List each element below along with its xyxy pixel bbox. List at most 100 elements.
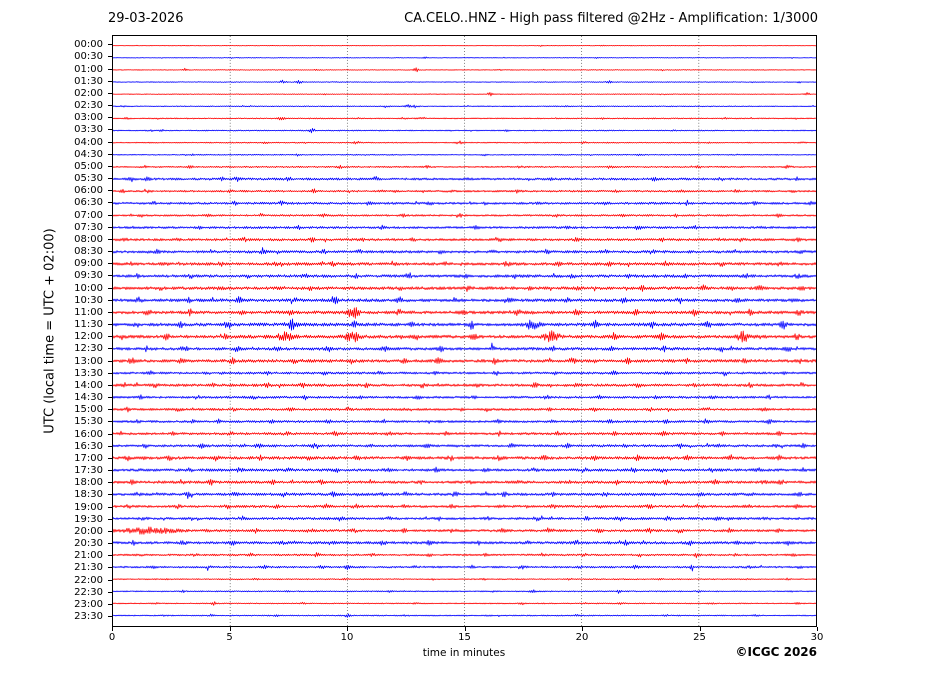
y-tick-mark <box>108 129 112 131</box>
y-tick-mark <box>108 287 112 289</box>
seismogram-plot-area <box>112 35 817 627</box>
trace-1700-red <box>113 454 816 462</box>
y-tick-mark <box>108 251 112 252</box>
trace-0700-red <box>113 212 816 218</box>
y-tick-mark <box>108 44 112 46</box>
trace-0500-red <box>113 164 816 169</box>
y-tick-mark <box>108 360 112 362</box>
y-tick-mark <box>108 141 112 143</box>
y-tick-mark <box>108 80 112 82</box>
trace-1030-blue <box>113 296 816 305</box>
trace-1930-blue <box>113 515 816 522</box>
trace-1230-blue <box>113 342 816 353</box>
x-tick-mark <box>817 627 818 631</box>
trace-1830-blue <box>113 491 816 499</box>
x-tick-mark <box>700 627 701 631</box>
trace-0830-blue <box>113 247 816 255</box>
y-tick-mark <box>108 543 112 544</box>
trace-2330-blue <box>113 613 816 618</box>
x-tick-label-30: 30 <box>810 632 824 643</box>
trace-0000-red <box>113 44 816 47</box>
y-tick-mark <box>108 457 112 459</box>
y-tick-label-0300: 03:00 <box>74 112 103 124</box>
trace-2100-red <box>113 552 816 559</box>
y-tick-label-0130: 01:30 <box>74 75 103 87</box>
trace-0100-red <box>113 67 816 73</box>
y-tick-mark <box>108 518 112 520</box>
y-tick-label-0730: 07:30 <box>74 221 103 233</box>
trace-1130-blue <box>113 318 816 331</box>
trace-1630-blue <box>113 442 816 450</box>
trace-1100-red <box>113 307 816 319</box>
y-tick-label-2000: 20:00 <box>74 525 103 537</box>
y-tick-label-1330: 13:30 <box>74 367 103 379</box>
seismogram-traces <box>113 36 816 626</box>
y-tick-label-1830: 18:30 <box>74 489 103 501</box>
trace-0600-red <box>113 188 816 194</box>
trace-2000-red <box>113 526 816 535</box>
y-tick-label-1430: 14:30 <box>74 392 103 403</box>
x-tick-mark <box>230 627 231 631</box>
trace-1330-blue <box>113 370 816 377</box>
date-label: 29-03-2026 <box>108 11 184 26</box>
trace-1800-red <box>113 478 816 486</box>
x-tick-mark <box>582 627 583 631</box>
y-tick-label-0700: 07:00 <box>74 209 103 221</box>
x-tick-label-15: 15 <box>458 632 471 643</box>
y-tick-mark <box>108 299 112 301</box>
y-tick-mark <box>108 190 112 192</box>
y-tick-label-0930: 09:30 <box>74 270 103 282</box>
y-tick-label-0000: 00:00 <box>74 39 103 51</box>
y-tick-label-1600: 16:00 <box>74 428 103 440</box>
y-tick-label-2130: 21:30 <box>74 562 103 574</box>
y-tick-label-1800: 18:00 <box>74 477 103 489</box>
y-tick-mark <box>108 178 112 179</box>
y-tick-mark <box>108 214 112 216</box>
y-tick-mark <box>108 591 112 593</box>
x-tick-label-20: 20 <box>575 632 589 643</box>
y-tick-mark <box>108 555 112 557</box>
y-tick-mark <box>108 324 112 325</box>
y-tick-label-0430: 04:30 <box>74 148 103 160</box>
y-tick-mark <box>108 506 112 508</box>
trace-2130-blue <box>113 564 816 572</box>
y-tick-label-1030: 10:30 <box>74 294 103 306</box>
trace-1000-red <box>113 284 816 292</box>
y-tick-label-1400: 14:00 <box>74 379 103 391</box>
y-tick-mark <box>108 421 112 423</box>
trace-0200-red <box>113 92 816 97</box>
trace-1530-blue <box>113 418 816 425</box>
y-tick-label-0600: 06:00 <box>74 185 103 197</box>
y-tick-mark <box>108 56 112 58</box>
y-tick-mark <box>108 384 112 386</box>
y-tick-label-1130: 11:30 <box>74 319 103 330</box>
trace-0900-red <box>113 260 816 268</box>
y-tick-label-2230: 22:30 <box>74 586 103 598</box>
trace-0030-blue <box>113 56 816 59</box>
y-tick-label-2330: 23:30 <box>74 611 103 622</box>
y-tick-label-1200: 12:00 <box>74 331 103 343</box>
trace-1730-blue <box>113 466 816 473</box>
y-tick-label-0200: 02:00 <box>74 87 103 99</box>
y-tick-mark <box>108 409 112 411</box>
y-tick-mark <box>108 336 112 338</box>
trace-2030-blue <box>113 539 816 547</box>
trace-0730-blue <box>113 224 816 231</box>
trace-0630-blue <box>113 199 816 206</box>
y-tick-mark <box>108 445 112 447</box>
x-tick-label-10: 10 <box>340 632 354 643</box>
y-tick-mark <box>108 530 112 532</box>
y-tick-mark <box>108 226 112 228</box>
x-tick-label-5: 5 <box>226 632 233 643</box>
trace-0800-red <box>113 236 816 243</box>
y-tick-label-0830: 08:30 <box>74 246 103 257</box>
trace-2230-blue <box>113 589 816 594</box>
plot-title: CA.CELO..HNZ - High pass filtered @2Hz -… <box>404 11 818 26</box>
x-tick-mark <box>465 627 466 631</box>
y-tick-mark <box>108 92 112 94</box>
y-tick-mark <box>108 470 112 471</box>
y-tick-label-2300: 23:00 <box>74 598 103 610</box>
y-tick-label-1500: 15:00 <box>74 404 103 416</box>
y-tick-mark <box>108 616 112 617</box>
